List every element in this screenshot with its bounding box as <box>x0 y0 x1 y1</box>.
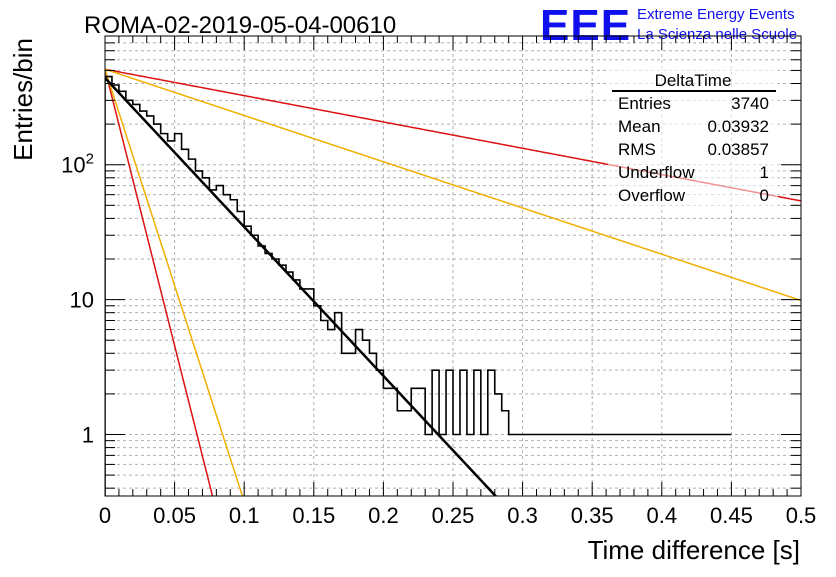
y-tick-label: 10 <box>70 288 94 313</box>
x-tick-label: 0.2 <box>368 503 399 528</box>
histogram-outline <box>105 75 732 496</box>
stats-label: RMS <box>618 140 656 159</box>
stats-value: 1 <box>760 163 769 182</box>
stats-box: DeltaTime Entries 3740 Mean 0.03932 RMS 0.038… <box>608 66 778 206</box>
eee-logo: EEE <box>540 1 631 50</box>
x-tick-label: 0.1 <box>229 503 260 528</box>
bound-curve <box>105 68 801 302</box>
x-tick-label: 0.35 <box>571 503 614 528</box>
stats-label: Overflow <box>618 186 686 205</box>
stats-rows: Entries 3740 Mean 0.03932 RMS 0.03857 Underflo… <box>618 94 769 205</box>
x-tick-label: 0.15 <box>292 503 335 528</box>
stats-value: 3740 <box>731 94 769 113</box>
y-tick-label: 102 <box>61 151 94 178</box>
x-axis-label: Time difference [s] <box>588 535 800 565</box>
y-tick-label: 1 <box>82 422 94 447</box>
x-tick-label: 0.3 <box>507 503 538 528</box>
stats-title: DeltaTime <box>655 71 732 90</box>
stats-value: 0 <box>760 186 769 205</box>
bound-curve <box>105 69 244 496</box>
stats-box-bg <box>608 66 778 206</box>
stats-value: 0.03932 <box>708 117 769 136</box>
x-tick-label: 0 <box>99 503 111 528</box>
x-tick-label: 0.05 <box>153 503 196 528</box>
chart-title: ROMA-02-2019-05-04-00610 <box>84 12 396 39</box>
histogram <box>105 75 732 496</box>
stats-label: Mean <box>618 117 661 136</box>
logo-line2: La Scienza nelle Scuole <box>637 26 797 43</box>
logo-line1: Extreme Energy Events <box>637 6 795 23</box>
x-tick-label: 0.4 <box>647 503 678 528</box>
stats-label: Underflow <box>618 163 695 182</box>
y-axis-label: Entries/bin <box>8 38 38 161</box>
stats-label: Entries <box>618 94 671 113</box>
stats-value: 0.03857 <box>708 140 769 159</box>
x-tick-label: 0.5 <box>786 503 817 528</box>
x-tick-label: 0.45 <box>710 503 753 528</box>
x-tick-label: 0.25 <box>432 503 475 528</box>
bound-curve <box>105 69 214 496</box>
axis-ticks: 0 0.05 0.1 0.15 0.2 0.25 0.3 0.35 0.4 0.45 0.51101… <box>61 35 817 528</box>
